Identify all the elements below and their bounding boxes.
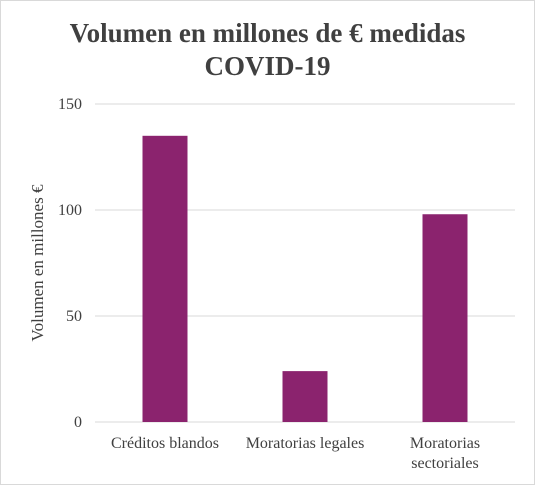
chart-title-line-1: Volumen en millones de € medidas	[69, 18, 466, 48]
chart-title-line-2: COVID-19	[204, 51, 331, 81]
y-tick-label: 50	[66, 308, 82, 325]
bar	[282, 371, 328, 422]
chart-title: Volumen en millones de € medidas COVID-1…	[1, 17, 534, 83]
bar	[422, 214, 468, 422]
y-tick-label: 100	[58, 202, 82, 219]
x-category-label: Moratorias legales	[246, 435, 365, 452]
y-tick-label: 150	[58, 96, 82, 113]
y-axis-title: Volumen en millones €	[28, 184, 47, 341]
x-category-label: Créditos blandos	[111, 435, 219, 452]
x-category-label: Moratorias	[410, 435, 480, 452]
bar	[142, 135, 188, 423]
x-category-label: sectoriales	[411, 455, 479, 472]
y-tick-label: 0	[74, 414, 82, 431]
